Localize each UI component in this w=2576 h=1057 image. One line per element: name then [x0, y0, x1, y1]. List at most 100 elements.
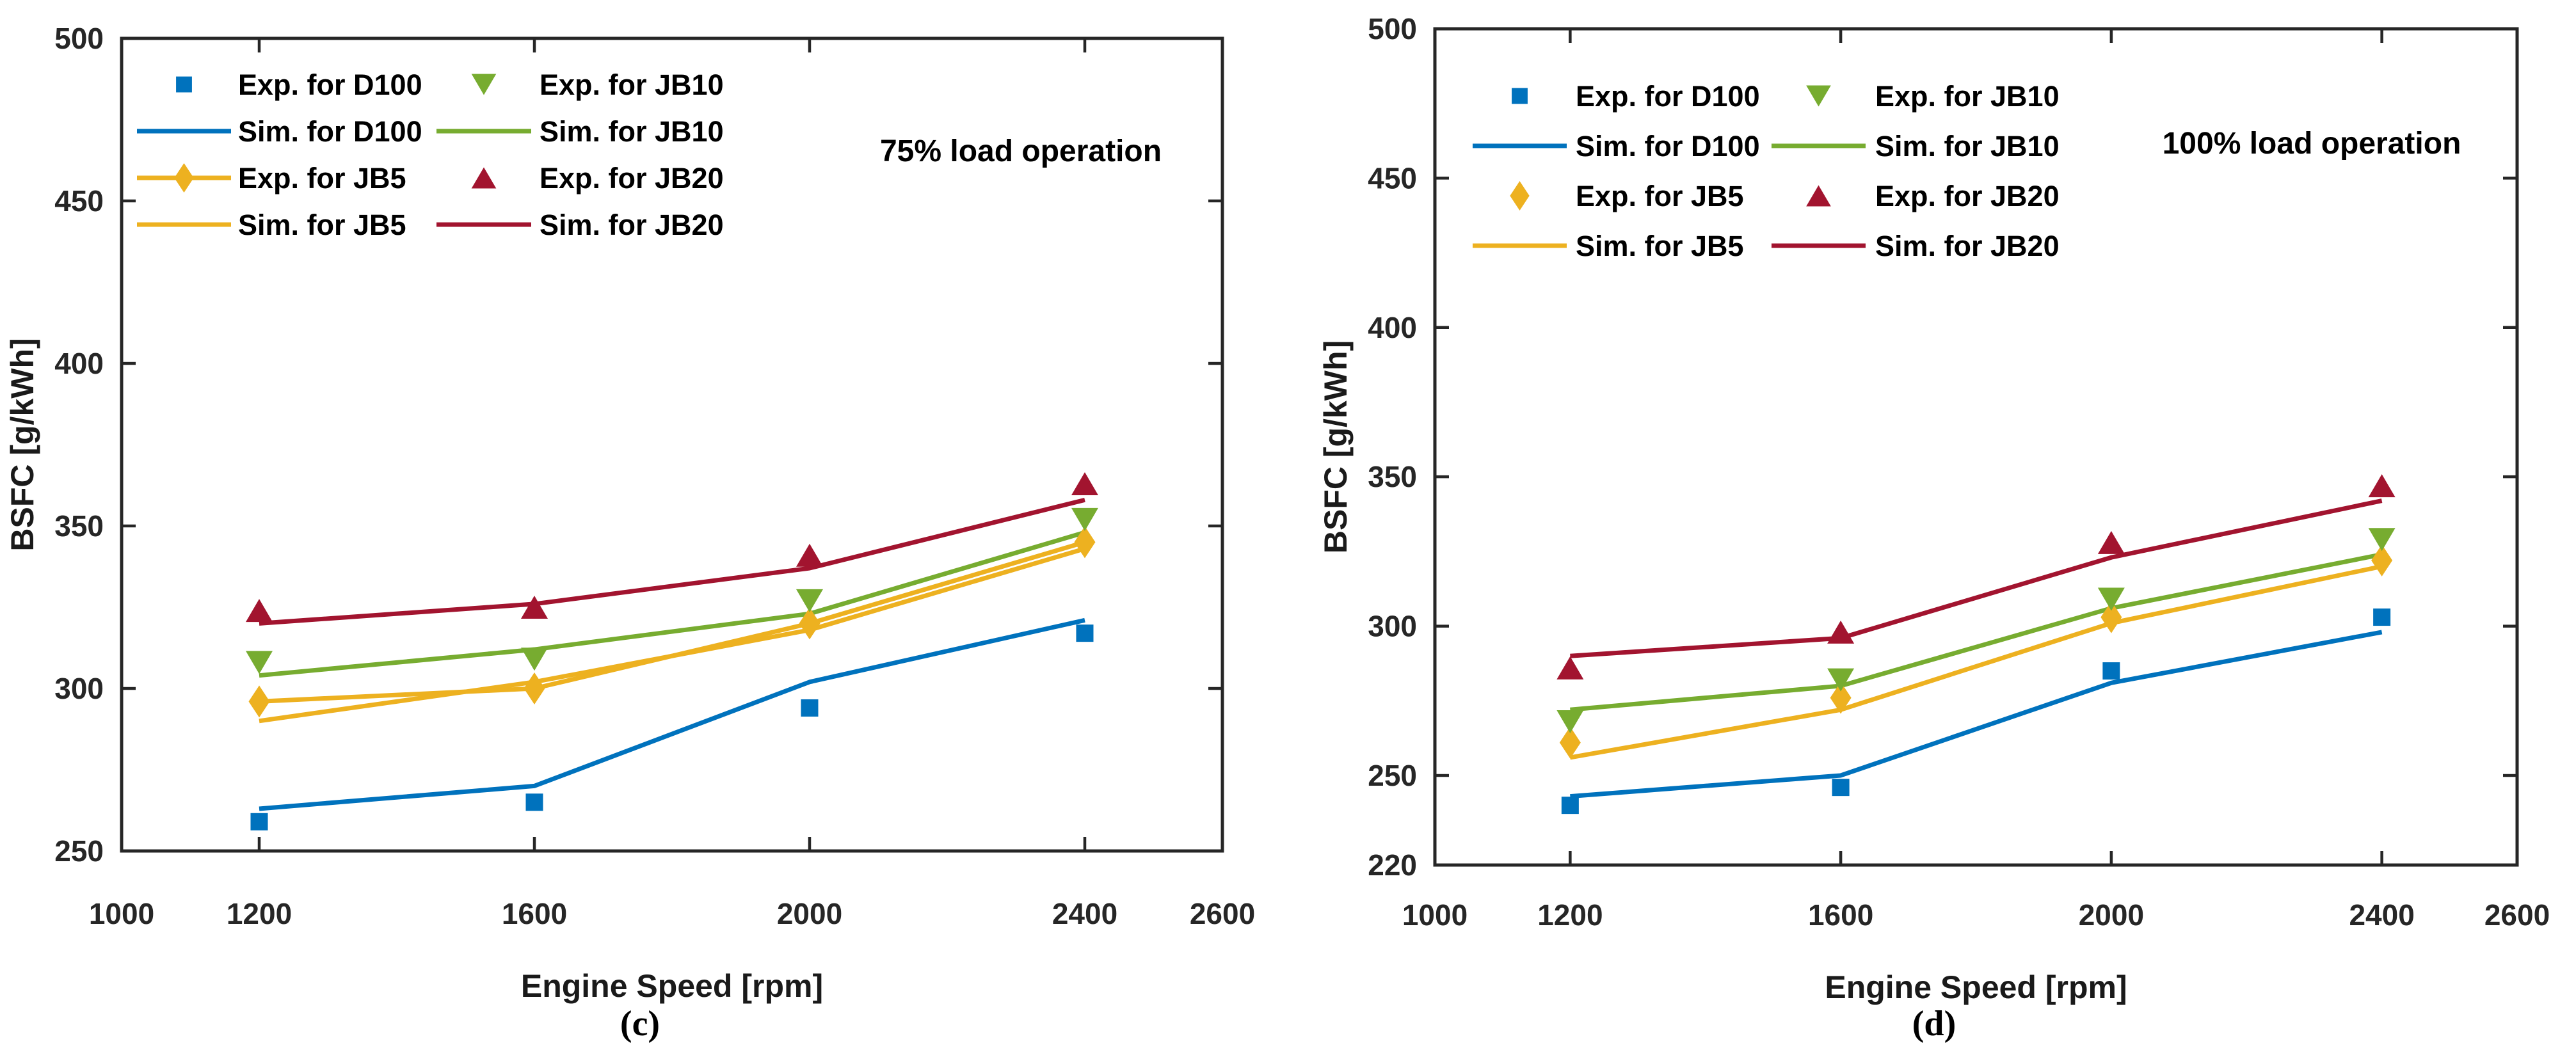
y-tick-label: 250	[54, 834, 104, 868]
y-tick-label: 500	[54, 22, 104, 55]
legend-entry-sim-for-jb20: Sim. for JB20	[436, 209, 724, 241]
plot-border	[120, 36, 1224, 853]
chart-d: 1000 1200 1600 2000 2400 2600 220 250 300 350 400 4…	[1318, 12, 2550, 1005]
legend-entry-sim-for-jb10: Sim. for JB10	[436, 115, 724, 148]
axis-ticks	[122, 38, 1222, 851]
sim-line-d100	[1570, 630, 2383, 799]
legend-entry-exp-for-jb10: Exp. for JB10	[1806, 80, 2060, 113]
exp-marker-jb10	[1827, 668, 1855, 692]
legend-marker-sample	[471, 167, 497, 189]
exp-marker-jb5	[1074, 526, 1096, 559]
legend-entry-label: Exp. for JB10	[540, 68, 724, 101]
exp-marker-jb5	[799, 607, 820, 640]
sim-line-jb10	[1570, 552, 2383, 712]
legend-entry-sim-for-d100: Sim. for D100	[137, 115, 422, 148]
exp-marker-jb5	[1559, 726, 1581, 759]
subfigure-caption-c: (c)	[620, 1004, 660, 1044]
sim-line-jb20	[1570, 498, 2383, 658]
y-tick-label: 220	[1368, 848, 1417, 882]
exp-marker-jb20	[1827, 620, 1855, 644]
legend-entry-label: Sim. for JB10	[540, 115, 724, 148]
exp-marker-jb20	[796, 543, 823, 567]
legend-entry-label: Sim. for JB10	[1875, 130, 2060, 163]
x-tick-label: 2600	[2484, 898, 2550, 932]
legend-entry-label: Sim. for JB20	[1875, 230, 2060, 262]
series-group	[246, 472, 1098, 830]
y-axis-label: BSFC [g/kWh]	[1318, 340, 1354, 553]
legend-entry-exp-for-jb5: Exp. for JB5	[1510, 180, 1744, 212]
legend: Exp. for D100 Sim. for D100 Exp. for JB5 Si…	[137, 68, 724, 241]
subfigure-caption-d: (d)	[1912, 1004, 1956, 1044]
legend-entry-label: Sim. for D100	[1576, 130, 1760, 163]
exp-marker-jb10	[2097, 587, 2125, 611]
x-tick-label: 2400	[2349, 898, 2414, 932]
legend-entry-exp-for-jb10: Exp. for JB10	[471, 68, 724, 101]
sim-line-d100	[259, 617, 1085, 811]
exp-marker-jb5	[524, 672, 545, 704]
legend-entry-sim-for-jb20: Sim. for JB20	[1772, 230, 2060, 262]
exp-marker-d100	[525, 793, 543, 811]
legend-entry-label: Exp. for JB5	[1576, 180, 1744, 212]
sim-line-jb10	[259, 530, 1085, 678]
chart-c: 1000 1200 1600 2000 2400 2600 250 300 350 400 450 5…	[4, 22, 1255, 1004]
y-tick-label: 350	[54, 509, 104, 543]
exp-marker-jb20	[2368, 474, 2396, 498]
y-tick-label: 450	[1368, 161, 1417, 195]
x-tick-label: 1600	[502, 897, 567, 930]
plot-border	[1433, 27, 2519, 867]
sim-line-jb5	[259, 546, 1085, 724]
exp-marker-d100	[250, 813, 268, 830]
legend-marker-sample	[1512, 88, 1528, 104]
exp-marker-d100	[1561, 797, 1579, 815]
sim-line-jb5	[1569, 564, 2383, 760]
x-axis-label: Engine Speed [rpm]	[521, 968, 823, 1004]
legend-entry-exp-for-jb20: Exp. for JB20	[1806, 180, 2060, 212]
x-axis-label: Engine Speed [rpm]	[1825, 969, 2127, 1005]
legend-entry-label: Exp. for JB20	[540, 162, 724, 195]
legend-entry-sim-for-jb10: Sim. for JB10	[1772, 130, 2060, 163]
legend-marker-sample	[1806, 185, 1831, 207]
legend-entry-exp-for-d100: Exp. for D100	[176, 68, 422, 101]
exp-marker-jb20	[1071, 472, 1098, 495]
sim-line-jb20	[259, 497, 1085, 626]
x-tick-label: 1200	[1537, 898, 1603, 932]
exp-marker-jb5	[248, 685, 270, 718]
legend-entry-exp-for-jb20: Exp. for JB20	[471, 162, 724, 195]
legend-marker-sample	[1510, 181, 1530, 211]
legend-entry-label: Sim. for JB20	[540, 209, 724, 241]
exp-marker-jb10	[521, 648, 548, 671]
legend-entry-sim-for-d100: Sim. for D100	[1473, 130, 1760, 163]
legend-marker-sample	[1806, 85, 1831, 107]
load-operation-annotation: 100% load operation	[2163, 127, 2461, 161]
exp-marker-d100	[1832, 779, 1850, 797]
legend-entry-label: Sim. for D100	[238, 115, 422, 148]
legend-marker-sample	[174, 163, 194, 193]
x-tick-label: 2000	[2079, 898, 2144, 932]
y-tick-label: 400	[1368, 311, 1417, 344]
legend-entry-exp-for-d100: Exp. for D100	[1512, 80, 1760, 113]
exp-marker-jb20	[521, 596, 548, 619]
load-operation-annotation: 75% load operation	[880, 134, 1162, 168]
legend-entry-exp-for-jb5: Exp. for JB5	[137, 162, 406, 195]
exp-marker-d100	[801, 699, 819, 717]
legend-entry-label: Exp. for D100	[1576, 80, 1760, 113]
legend-marker-sample	[471, 74, 497, 95]
exp-line-jb5	[259, 540, 1085, 704]
legend: Exp. for D100 Sim. for D100 Exp. for JB5 Si…	[1473, 80, 2060, 262]
x-tick-label: 1200	[227, 897, 292, 930]
y-tick-label: 500	[1368, 12, 1417, 45]
exp-marker-jb5	[1830, 681, 1852, 714]
legend-entry-label: Exp. for JB5	[238, 162, 406, 195]
exp-marker-jb20	[1556, 656, 1584, 680]
x-tick-label: 1000	[1402, 898, 1468, 932]
axis-ticks	[1435, 29, 2517, 865]
y-tick-label: 250	[1368, 759, 1417, 792]
legend-entry-label: Exp. for D100	[238, 68, 422, 101]
exp-marker-jb20	[2097, 530, 2125, 554]
exp-marker-jb5	[2100, 601, 2122, 633]
exp-marker-jb10	[796, 589, 823, 612]
exp-marker-d100	[2373, 608, 2391, 626]
legend-entry-sim-for-jb5: Sim. for JB5	[1473, 230, 1744, 262]
